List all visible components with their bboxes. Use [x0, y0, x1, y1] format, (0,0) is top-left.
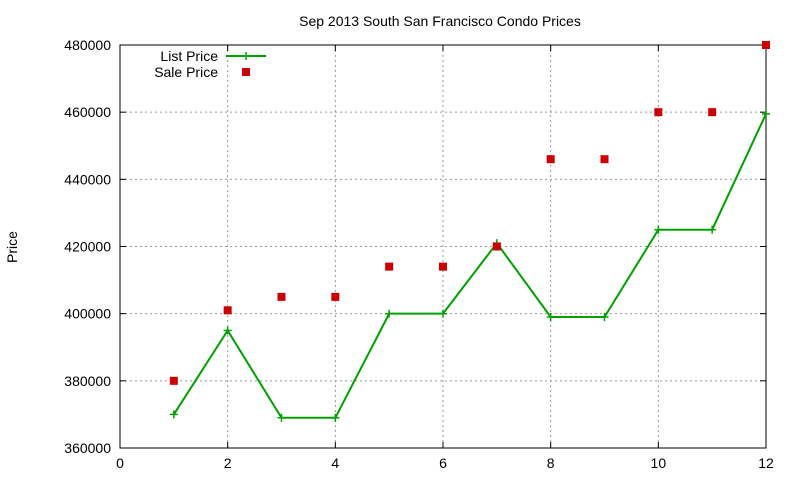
data-point: [277, 292, 286, 301]
data-point: [654, 108, 663, 117]
data-point: [439, 262, 447, 271]
y-tick-label: 360000: [64, 440, 111, 456]
y-tick-label: 400000: [64, 306, 111, 322]
data-point: [762, 41, 770, 49]
data-point: [762, 109, 770, 118]
data-point: [654, 225, 663, 234]
series-1: [169, 41, 770, 385]
data-point: [600, 313, 609, 322]
grid-lines: [120, 45, 766, 448]
x-tick-label: 10: [651, 455, 667, 471]
legend-marker: [242, 68, 250, 76]
y-tick-label: 440000: [64, 171, 111, 187]
data-point: [546, 155, 555, 164]
y-tick-label: 420000: [64, 239, 111, 255]
series-line: [172, 113, 767, 419]
data-point: [385, 309, 394, 318]
data-point: [546, 313, 555, 322]
x-tick-label: 0: [116, 455, 124, 471]
y-axis-label: Price: [4, 231, 20, 263]
data-point: [169, 410, 178, 419]
data-point: [600, 155, 609, 164]
data-point: [331, 292, 340, 301]
series-layer: [169, 41, 770, 422]
data-point: [708, 108, 717, 117]
data-point: [708, 225, 717, 234]
x-tick-label: 4: [331, 455, 339, 471]
y-tick-label: 460000: [64, 104, 111, 120]
data-point: [277, 413, 286, 422]
data-point: [223, 326, 232, 335]
y-tick-label: 480000: [64, 37, 111, 53]
data-point: [492, 242, 501, 251]
legend-label: Sale Price: [154, 64, 218, 80]
data-point: [331, 413, 340, 422]
legend-label: List Price: [160, 48, 218, 64]
y-axis: 360000 380000 400000 420000 440000 460000 4800…: [64, 37, 766, 456]
data-point: [385, 262, 394, 271]
x-axis: 0 2 4 6 8 10 12: [116, 45, 774, 471]
chart-title: Sep 2013 South San Francisco Condo Price…: [299, 13, 581, 29]
data-point: [223, 306, 232, 315]
x-tick-label: 12: [758, 455, 774, 471]
y-tick-label: 380000: [64, 373, 111, 389]
series-0: [169, 109, 770, 422]
data-point: [439, 309, 447, 318]
x-tick-label: 8: [547, 455, 555, 471]
legend-marker: [242, 52, 250, 60]
x-tick-label: 2: [224, 455, 232, 471]
x-tick-label: 6: [439, 455, 447, 471]
data-point: [169, 376, 178, 385]
